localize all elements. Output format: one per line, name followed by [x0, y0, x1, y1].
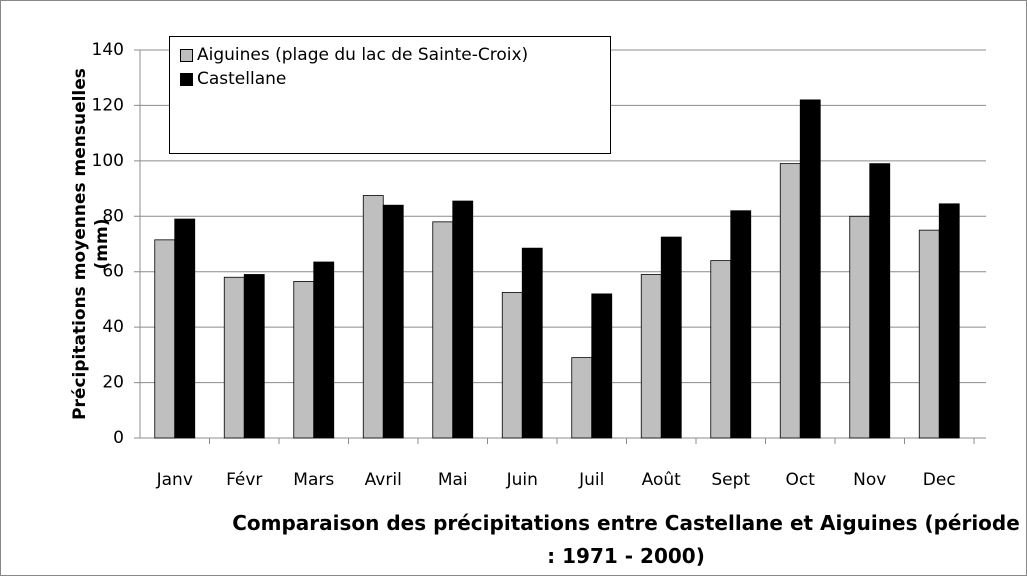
bar — [223, 276, 245, 439]
legend-label: Castellane — [197, 69, 287, 89]
bar — [174, 218, 196, 439]
y-tick-label: 40 — [102, 317, 124, 337]
bar — [799, 99, 821, 439]
bar — [313, 261, 335, 439]
bar — [501, 292, 523, 439]
bar — [591, 293, 613, 439]
x-tick-label: Nov — [853, 470, 886, 490]
y-tick-label: 60 — [102, 262, 124, 282]
x-tick-label: Avril — [365, 470, 402, 490]
y-tick-label: 80 — [102, 206, 124, 226]
x-tick-label: Oct — [786, 470, 816, 490]
x-tick-label: Sept — [711, 470, 750, 490]
y-tick-label: 140 — [92, 40, 124, 60]
chart-title: Comparaison des précipitations entre Cas… — [232, 511, 1020, 568]
legend: Aiguines (plage du lac de Sainte-Croix) C… — [169, 36, 611, 154]
bar — [521, 247, 543, 439]
x-tick-label: Févr — [226, 470, 262, 490]
bar — [730, 210, 752, 439]
bar — [293, 281, 315, 439]
x-tick-label: Mars — [293, 470, 334, 490]
y-axis-label: Précipitations moyennes mensuelles (mm) — [70, 68, 112, 420]
legend-swatch — [180, 49, 193, 62]
legend-swatch — [180, 73, 193, 86]
x-tick-label: Août — [642, 470, 682, 490]
x-tick-label: Juin — [506, 470, 538, 490]
bar — [918, 229, 940, 439]
bar — [432, 221, 454, 439]
legend-item: Castellane — [180, 67, 600, 91]
bar — [154, 239, 176, 439]
y-tick-label: 120 — [92, 95, 124, 115]
legend-label: Aiguines (plage du lac de Sainte-Croix) — [197, 45, 529, 65]
bar — [660, 236, 682, 439]
bar — [710, 260, 732, 439]
bar — [640, 274, 662, 439]
x-tick-label: Dec — [923, 470, 956, 490]
y-tick-label: 0 — [113, 428, 124, 448]
x-tick-label: Mai — [438, 470, 468, 490]
x-tick-label: Juil — [578, 470, 604, 490]
bar — [382, 204, 404, 439]
bar — [849, 215, 871, 439]
bar — [938, 203, 960, 439]
x-tick-label: Janv — [156, 470, 193, 490]
bar — [452, 200, 474, 439]
bar — [571, 357, 593, 439]
y-tick-label: 100 — [92, 151, 124, 171]
bar — [869, 163, 891, 439]
bar — [362, 195, 384, 439]
bar — [779, 163, 801, 439]
y-tick-label: 20 — [102, 373, 124, 393]
bar — [243, 274, 265, 439]
legend-item: Aiguines (plage du lac de Sainte-Croix) — [180, 43, 600, 67]
